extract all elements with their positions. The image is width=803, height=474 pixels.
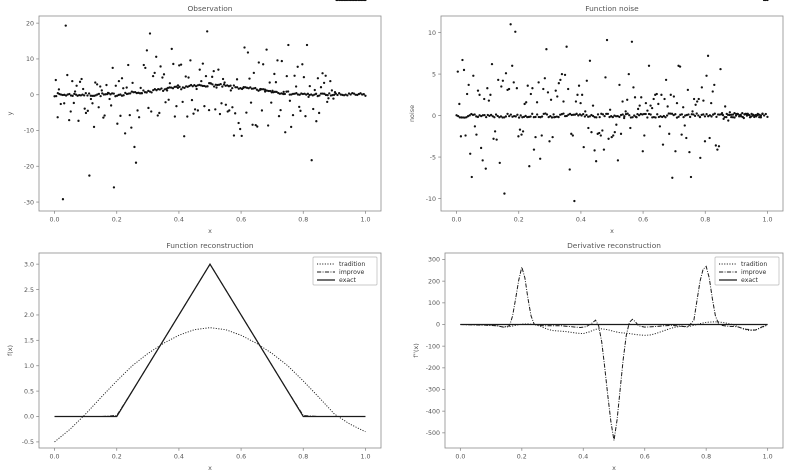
x-tick-label: 0.0 [50,217,60,224]
axes-frame [38,15,382,212]
y-tick-label: 100 [428,300,440,307]
y-tick-label: -20 [24,163,34,170]
x-axis-label: x [208,464,212,472]
y-tick-label: -10 [24,128,34,135]
y-tick-label: -400 [426,408,440,415]
y-tick-label: 0.0 [24,414,34,421]
subplot-title: Function noise [585,4,639,13]
y-tick-label: 10 [26,56,34,63]
y-tick-label: -5 [430,154,436,161]
x-tick-label: 1.0 [360,454,370,461]
y-tick-label: -300 [426,387,440,394]
x-tick-label: 0.2 [514,217,524,224]
y-tick-label: 0 [30,92,34,99]
y-tick-label: 10 [428,30,436,37]
y-axis-label: noise [408,105,416,122]
legend-label-exact[interactable]: exact [741,277,759,284]
y-tick-label: 5 [432,71,436,78]
x-tick-label: 0.6 [236,217,246,224]
x-tick-label: 1.0 [763,454,773,461]
x-tick-label: 0.0 [455,454,465,461]
y-tick-label: -100 [426,343,440,350]
y-tick-label: 300 [428,257,440,264]
y-tick-label: -200 [426,365,440,372]
y-tick-label: 3.0 [24,261,34,268]
y-tick-label: 0.5 [24,388,34,395]
y-axis-label: f(x) [6,345,14,356]
legend-box [714,256,780,286]
x-tick-label: 0.4 [578,454,588,461]
dense-reference-band [53,82,367,98]
axes-frame [38,252,382,449]
legend-label-tradition[interactable]: tradition [741,261,767,268]
series-line-improve [460,265,768,441]
y-tick-label: 200 [428,278,440,285]
x-tick-label: 0.8 [298,217,308,224]
x-tick-label: 0.4 [576,217,586,224]
y-tick-label: -0.5 [22,439,34,446]
x-tick-label: 0.2 [112,454,122,461]
x-axis-label: x [610,227,614,235]
y-axis-label: f''(x) [412,343,420,358]
y-tick-label: -30 [24,199,34,206]
y-tick-label: 2.0 [24,312,34,319]
x-tick-label: 0.0 [50,454,60,461]
x-tick-label: 0.2 [112,217,122,224]
x-tick-label: 0.8 [298,454,308,461]
legend-label-improve[interactable]: improve [741,269,767,276]
x-tick-label: 0.6 [638,217,648,224]
y-tick-label: 2.5 [24,287,34,294]
y-tick-label: 0 [436,322,440,329]
scatter-points [456,0,769,203]
x-tick-label: 0.4 [174,454,184,461]
y-axis-label: y [6,111,14,115]
legend-label-improve[interactable]: improve [339,269,365,276]
y-tick-label: 1.0 [24,363,34,370]
x-tick-label: 0.8 [700,217,710,224]
y-tick-label: 0 [432,113,436,120]
subplot-title: Observation [187,4,232,13]
x-tick-label: 1.0 [360,217,370,224]
axes-frame [444,252,784,449]
y-tick-label: 1.5 [24,338,34,345]
legend-box [312,256,378,286]
y-tick-label: -10 [426,196,436,203]
legend-label-exact[interactable]: exact [339,277,357,284]
x-tick-label: 1.0 [762,217,772,224]
y-tick-label: -500 [426,430,440,437]
x-tick-label: 0.4 [174,217,184,224]
x-tick-label: 0.6 [236,454,246,461]
y-tick-label: 20 [26,20,34,27]
series-line-exact [54,262,366,418]
x-tick-label: 0.8 [701,454,711,461]
x-tick-label: 0.2 [517,454,527,461]
legend-label-tradition[interactable]: tradition [339,261,365,268]
subplot-title: Derivative reconstruction [567,241,661,250]
x-tick-label: 0.0 [452,217,462,224]
axes-frame [440,15,784,212]
x-axis-label: x [612,464,616,472]
dense-reference-band [455,112,769,119]
scatter-points [54,0,367,201]
subplot-title: Function reconstruction [166,241,253,250]
x-tick-label: 0.6 [640,454,650,461]
x-axis-label: x [208,227,212,235]
